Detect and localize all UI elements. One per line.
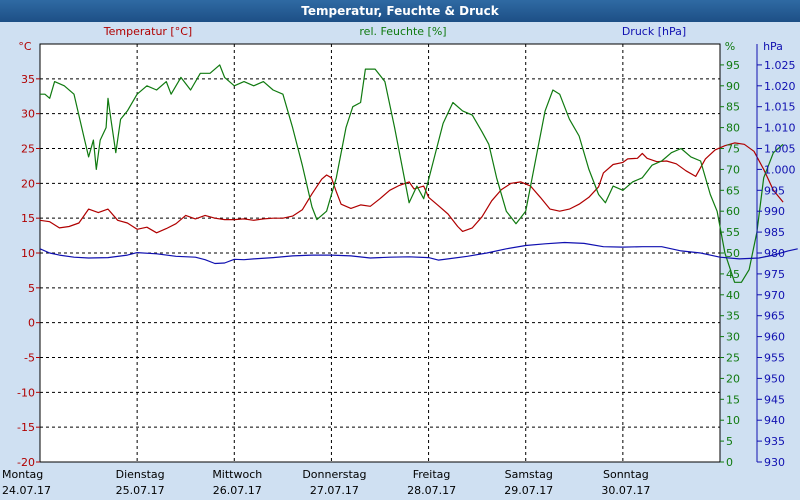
x-day-label: Samstag xyxy=(505,468,553,481)
pressure-tick-label: 960 xyxy=(764,331,785,344)
humidity-tick-label: 10 xyxy=(726,414,740,427)
temperature-tick-label: -15 xyxy=(17,421,35,434)
pressure-axis-title: Druck [hPa] xyxy=(622,25,686,38)
pressure-tick-label: 965 xyxy=(764,310,785,323)
x-date-label: 28.07.17 xyxy=(407,484,456,497)
x-date-label: 30.07.17 xyxy=(601,484,650,497)
humidity-tick-label: 75 xyxy=(726,143,740,156)
pressure-tick-label: 970 xyxy=(764,289,785,302)
pressure-tick-label: 990 xyxy=(764,205,785,218)
pressure-tick-label: 930 xyxy=(764,456,785,469)
humidity-tick-label: 30 xyxy=(726,331,740,344)
humidity-tick-label: 60 xyxy=(726,205,740,218)
x-day-label: Sonntag xyxy=(603,468,649,481)
x-date-label: 27.07.17 xyxy=(310,484,359,497)
x-date-label: 25.07.17 xyxy=(116,484,165,497)
humidity-tick-label: 0 xyxy=(726,456,733,469)
humidity-tick-label: 45 xyxy=(726,268,740,281)
pressure-tick-label: 1.010 xyxy=(764,122,796,135)
window-title: Temperatur, Feuchte & Druck xyxy=(0,0,800,22)
x-day-label: Dienstag xyxy=(116,468,165,481)
humidity-series-line xyxy=(40,64,784,283)
humidity-tick-label: 20 xyxy=(726,372,740,385)
x-day-label: Mittwoch xyxy=(212,468,262,481)
temperature-tick-label: 10 xyxy=(21,247,35,260)
humidity-tick-label: 25 xyxy=(726,352,740,365)
pressure-tick-label: 945 xyxy=(764,393,785,406)
weather-chart: Montag 24.07.17 Dienstag 25.07.17 Mittwoch 26… xyxy=(2,25,798,497)
pressure-tick-label: 935 xyxy=(764,435,785,448)
temperature-tick-label: 5 xyxy=(28,282,35,295)
x-day-label: Montag xyxy=(2,468,43,481)
pressure-tick-label: 980 xyxy=(764,247,785,260)
x-date-label: 24.07.17 xyxy=(2,484,51,497)
pressure-tick-label: 1.025 xyxy=(764,59,796,72)
pressure-series-line xyxy=(39,241,798,265)
pressure-tick-label: 1.020 xyxy=(764,80,796,93)
temperature-tick-label: 20 xyxy=(21,177,35,190)
pressure-tick-label: 995 xyxy=(764,184,785,197)
grid-lines xyxy=(40,44,720,462)
humidity-tick-label: 15 xyxy=(726,393,740,406)
humidity-tick-label: 90 xyxy=(726,80,740,93)
x-day-label: Donnerstag xyxy=(302,468,366,481)
humidity-unit: % xyxy=(725,40,735,53)
temperature-tick-label: 35 xyxy=(21,73,35,86)
pressure-tick-label: 1.005 xyxy=(764,143,796,156)
temperature-series-line xyxy=(39,142,784,234)
humidity-tick-label: 80 xyxy=(726,122,740,135)
humidity-tick-label: 50 xyxy=(726,247,740,260)
temperature-tick-label: -20 xyxy=(17,456,35,469)
temperature-tick-label: 0 xyxy=(28,317,35,330)
temperature-axis-title: Temperatur [°C] xyxy=(103,25,192,38)
temperature-tick-label: 30 xyxy=(21,108,35,121)
humidity-tick-label: 55 xyxy=(726,226,740,239)
pressure-tick-label: 975 xyxy=(764,268,785,281)
humidity-tick-label: 40 xyxy=(726,289,740,302)
humidity-tick-label: 35 xyxy=(726,310,740,323)
x-date-label: 29.07.17 xyxy=(504,484,553,497)
series-lines xyxy=(39,64,798,283)
humidity-tick-label: 70 xyxy=(726,163,740,176)
humidity-axis-title: rel. Feuchte [%] xyxy=(359,25,446,38)
pressure-tick-label: 1.015 xyxy=(764,101,796,114)
humidity-tick-label: 65 xyxy=(726,184,740,197)
pressure-tick-label: 1.000 xyxy=(764,163,796,176)
temperature-tick-label: -5 xyxy=(24,352,35,365)
x-date-label: 26.07.17 xyxy=(213,484,262,497)
humidity-tick-label: 95 xyxy=(726,59,740,72)
pressure-tick-label: 985 xyxy=(764,226,785,239)
pressure-unit: hPa xyxy=(763,40,783,53)
pressure-tick-label: 950 xyxy=(764,372,785,385)
humidity-tick-label: 85 xyxy=(726,101,740,114)
temperature-tick-label: -10 xyxy=(17,386,35,399)
temperature-tick-label: 25 xyxy=(21,143,35,156)
pressure-tick-label: 955 xyxy=(764,352,785,365)
x-day-label: Freitag xyxy=(413,468,451,481)
humidity-tick-label: 5 xyxy=(726,435,733,448)
temperature-unit: °C xyxy=(18,40,32,53)
temperature-tick-label: 15 xyxy=(21,212,35,225)
pressure-tick-label: 940 xyxy=(764,414,785,427)
axes: Montag 24.07.17 Dienstag 25.07.17 Mittwoch 26… xyxy=(2,44,796,497)
